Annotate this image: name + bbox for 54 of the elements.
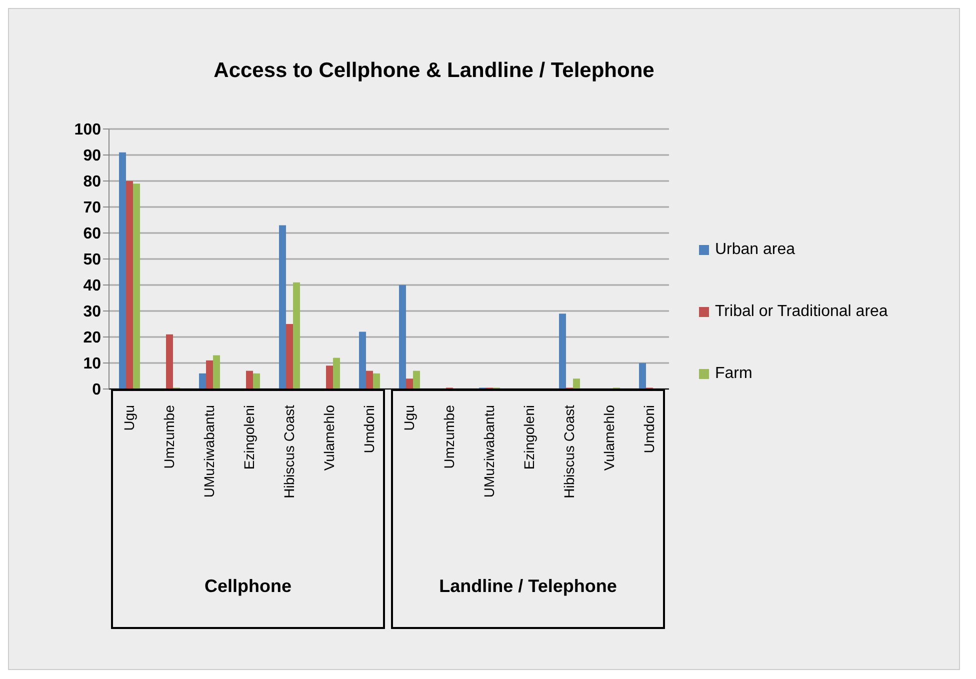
legend-label: Tribal or Traditional area xyxy=(715,303,888,321)
y-tick-label: 60 xyxy=(83,226,102,243)
x-tick-label: UMuziwabantu xyxy=(201,405,217,498)
x-tick-label: Vulamehlo xyxy=(601,404,617,471)
text: Cellphone xyxy=(203,576,292,597)
bar xyxy=(279,225,286,389)
legend-label: Urban area xyxy=(715,241,796,259)
bar xyxy=(253,373,260,389)
bar xyxy=(126,181,133,389)
y-tick-label: 20 xyxy=(83,330,102,347)
bar xyxy=(406,378,413,389)
x-tick-label: Ugu xyxy=(121,405,137,431)
legend-label: Farm xyxy=(715,365,752,383)
bar xyxy=(559,314,566,389)
text: Landline / Telephone xyxy=(438,576,618,597)
x-tick-label: Ugu xyxy=(401,405,417,431)
bar xyxy=(399,285,406,389)
y-tick-label: 10 xyxy=(83,356,102,373)
y-tick-label: 70 xyxy=(83,200,102,217)
y-tick-label: 80 xyxy=(83,174,102,191)
x-tick-label: UMuziwabantu xyxy=(481,405,497,498)
bar xyxy=(413,370,420,389)
x-tick-label: Umzumbe xyxy=(161,404,177,469)
y-tick-label: 90 xyxy=(83,148,102,165)
bar xyxy=(293,282,300,389)
bar xyxy=(119,152,126,389)
x-tick-label: Hibiscus Coast xyxy=(561,404,577,498)
chart-title: Access to Cellphone & Landline / Telephone xyxy=(212,59,656,83)
bar xyxy=(246,370,253,389)
bar xyxy=(133,184,140,389)
bar xyxy=(359,332,366,389)
y-tick-label: 0 xyxy=(92,382,102,399)
y-tick-label: 100 xyxy=(74,122,102,139)
y-tick-label: 50 xyxy=(83,252,102,269)
y-tick-label: 40 xyxy=(83,278,102,295)
bar xyxy=(573,378,580,389)
x-tick-label: Umdoni xyxy=(361,405,377,454)
bar xyxy=(199,373,206,389)
bar xyxy=(213,355,220,389)
bar xyxy=(326,366,333,389)
bar xyxy=(166,334,173,389)
bar xyxy=(206,360,213,389)
x-tick-label: Ezingoleni xyxy=(241,405,257,470)
y-tick-label: 30 xyxy=(83,304,102,321)
x-tick-label: Umdoni xyxy=(641,405,657,454)
x-tick-label: Hibiscus Coast xyxy=(281,404,297,498)
x-tick-label: Vulamehlo xyxy=(321,404,337,471)
bar xyxy=(333,358,340,389)
bar xyxy=(286,324,293,389)
bar xyxy=(639,363,646,389)
bar xyxy=(373,373,380,389)
x-tick-label: Umzumbe xyxy=(441,404,457,469)
bar xyxy=(366,370,373,389)
x-tick-label: Ezingoleni xyxy=(521,405,537,470)
